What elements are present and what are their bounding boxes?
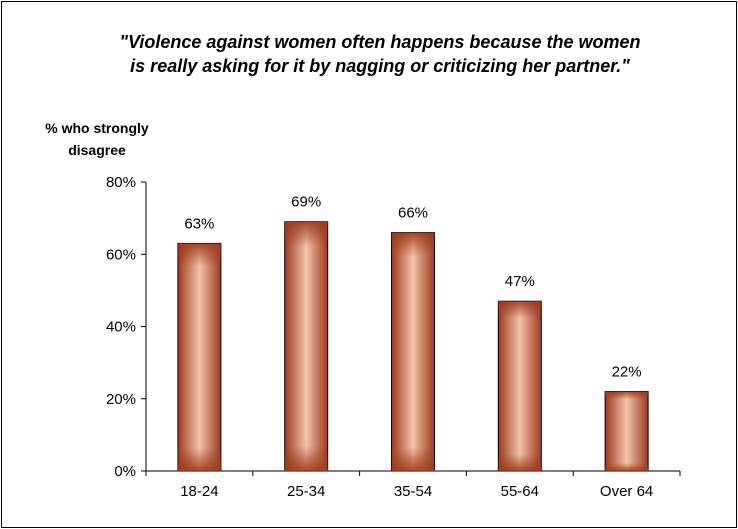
y-tick-label: 80%: [106, 174, 136, 191]
y-tick-label: 40%: [106, 319, 136, 336]
chart-title-line-2: is really asking for it by nagging or cr…: [130, 56, 630, 76]
chart-title: "Violence against women often happens be…: [60, 30, 700, 78]
x-tick-label: Over 64: [600, 483, 653, 500]
data-label: 66%: [398, 205, 428, 222]
x-tick-label: 35-54: [394, 483, 432, 500]
y-axis-label-line-1: % who strongly: [45, 120, 149, 136]
y-axis-label: % who strongly disagree: [27, 117, 167, 161]
x-tick-label: 55-64: [501, 483, 539, 500]
data-label: 47%: [505, 273, 535, 290]
y-axis-label-line-2: disagree: [68, 142, 126, 158]
x-tick-label: 18-24: [180, 483, 218, 500]
data-label: 63%: [184, 215, 214, 232]
x-tick-label: 25-34: [287, 483, 325, 500]
y-tick-label: 60%: [106, 246, 136, 263]
bar-shade: [284, 221, 328, 471]
chart-title-line-1: "Violence against women often happens be…: [119, 32, 641, 52]
bar-shade: [498, 301, 542, 471]
data-label: 22%: [612, 364, 642, 381]
bar-shade: [391, 232, 435, 471]
y-tick-label: 20%: [106, 391, 136, 408]
bar-shade: [177, 243, 221, 471]
y-tick-label: 0%: [114, 463, 136, 480]
data-label: 69%: [291, 194, 321, 211]
bar-shade: [605, 391, 649, 471]
